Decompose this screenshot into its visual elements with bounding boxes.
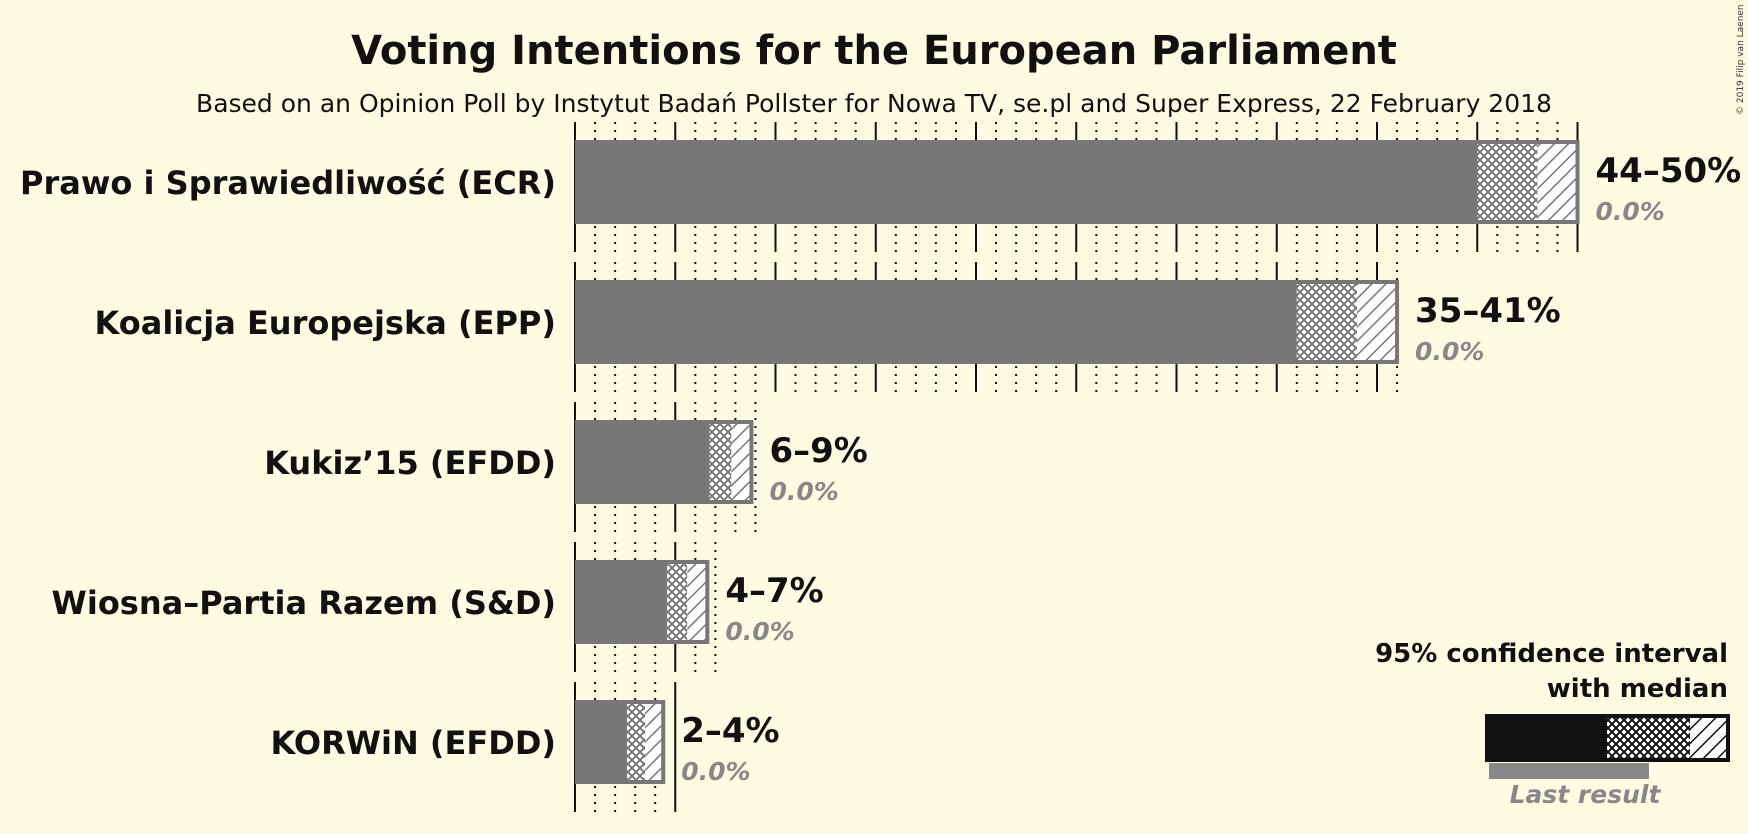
legend-median-bar — [1487, 716, 1607, 760]
legend-line-2: with median — [1547, 674, 1728, 704]
bar-solid — [575, 280, 1297, 364]
bar-ci95 — [645, 700, 664, 784]
legend-outline — [1485, 714, 1730, 762]
legend: 95% confidence interval with median Last… — [1375, 639, 1730, 809]
legend-last-result-label: Last result — [1510, 780, 1662, 809]
last-result-label: 0.0% — [769, 477, 838, 506]
bar-ci-outline — [1274, 280, 1400, 364]
bar-ci80 — [709, 420, 732, 504]
bar-ci-outline — [653, 560, 710, 644]
range-label: 6–9% — [769, 431, 867, 471]
bar-solid — [575, 140, 1478, 224]
range-label: 44–50% — [1596, 151, 1742, 191]
bar-solid — [575, 420, 710, 504]
party-label: Koalicja Europejska (EPP) — [95, 304, 556, 342]
bar-ci80 — [1296, 280, 1357, 364]
last-result-label: 0.0% — [1415, 337, 1484, 366]
party-label: Wiosna–Partia Razem (S&D) — [52, 584, 556, 622]
bar-ci95 — [1537, 140, 1578, 224]
bar-ci80 — [667, 560, 688, 644]
legend-line-1: 95% confidence interval — [1375, 639, 1728, 669]
bar-solid — [575, 560, 668, 644]
party-label: Kukiz’15 (EFDD) — [264, 444, 556, 482]
last-result-label: 0.0% — [1596, 197, 1665, 226]
legend-ci80-swatch — [1607, 716, 1690, 760]
bar-ci80 — [1477, 140, 1538, 224]
last-result-label: 0.0% — [725, 617, 794, 646]
bar-ci95 — [1356, 280, 1398, 364]
bar-series: Prawo i Sprawiedliwość (ECR) 44–50% 0.0% Ko… — [20, 140, 1741, 786]
bar-ci80 — [627, 700, 646, 784]
last-result-label: 0.0% — [681, 757, 750, 786]
bar-ci-outline — [1455, 140, 1580, 224]
legend-last-result-bar — [1489, 763, 1649, 779]
range-label: 4–7% — [725, 571, 823, 611]
bar-ci95 — [687, 560, 708, 644]
chart-title: Voting Intentions for the European Parli… — [351, 28, 1397, 74]
bar-ci-outline — [617, 700, 666, 784]
bar-ci-outline — [693, 420, 754, 504]
party-label: KORWiN (EFDD) — [271, 724, 556, 762]
party-label: Prawo i Sprawiedliwość (ECR) — [20, 164, 556, 202]
range-label: 2–4% — [681, 711, 779, 751]
range-label: 35–41% — [1415, 291, 1561, 331]
legend-ci95-swatch — [1690, 716, 1728, 760]
copyright-note: © 2019 Filip van Laenen — [1736, 4, 1746, 115]
bar-ci95 — [731, 420, 752, 504]
chart-subtitle: Based on an Opinion Poll by Instytut Bad… — [196, 89, 1552, 118]
